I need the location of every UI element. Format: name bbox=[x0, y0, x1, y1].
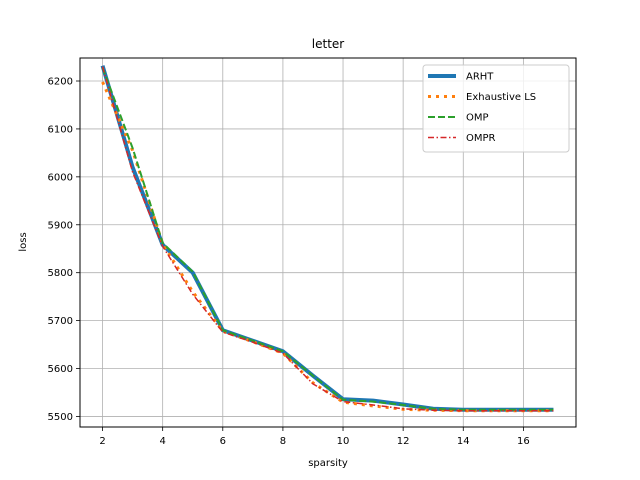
legend-label: ARHT bbox=[466, 72, 494, 83]
x-tick-label: 14 bbox=[457, 436, 470, 447]
y-tick-label: 6100 bbox=[48, 124, 73, 135]
x-tick-label: 12 bbox=[397, 436, 410, 447]
axis-ticks: 2 4 6 8 10 12 14 16 5500 5600 5700 5800 5900 6000 6100… bbox=[48, 77, 530, 447]
x-tick-label: 10 bbox=[337, 436, 350, 447]
legend-label: OMPR bbox=[466, 133, 496, 144]
series-line-4 bbox=[101, 66, 554, 412]
legend: ARHT Exhaustive LS OMP OMPR bbox=[422, 64, 570, 153]
y-axis-label: loss bbox=[18, 232, 29, 251]
y-tick-label: 6000 bbox=[48, 172, 73, 183]
x-tick-label: 2 bbox=[99, 436, 105, 447]
legend-label: OMP bbox=[466, 113, 489, 124]
y-tick-label: 5800 bbox=[48, 268, 73, 279]
legend-box bbox=[422, 64, 570, 153]
x-axis-label: sparsity bbox=[308, 458, 348, 469]
x-tick-label: 16 bbox=[517, 436, 530, 447]
x-tick-label: 6 bbox=[220, 436, 226, 447]
x-tick-label: 4 bbox=[159, 436, 165, 447]
y-tick-label: 5700 bbox=[48, 316, 73, 327]
x-tick-label: 8 bbox=[280, 436, 286, 447]
grid bbox=[80, 58, 576, 427]
chart-title: letter bbox=[312, 37, 345, 51]
y-tick-label: 5600 bbox=[48, 364, 73, 375]
series-lines bbox=[100, 65, 554, 413]
series-line-2 bbox=[101, 81, 554, 413]
y-tick-label: 5900 bbox=[48, 220, 73, 231]
series-line-3 bbox=[101, 67, 554, 411]
legend-label: Exhaustive LS bbox=[466, 92, 536, 103]
y-tick-label: 6200 bbox=[48, 77, 73, 88]
plot-frame bbox=[79, 57, 577, 428]
y-tick-label: 5500 bbox=[48, 412, 73, 423]
